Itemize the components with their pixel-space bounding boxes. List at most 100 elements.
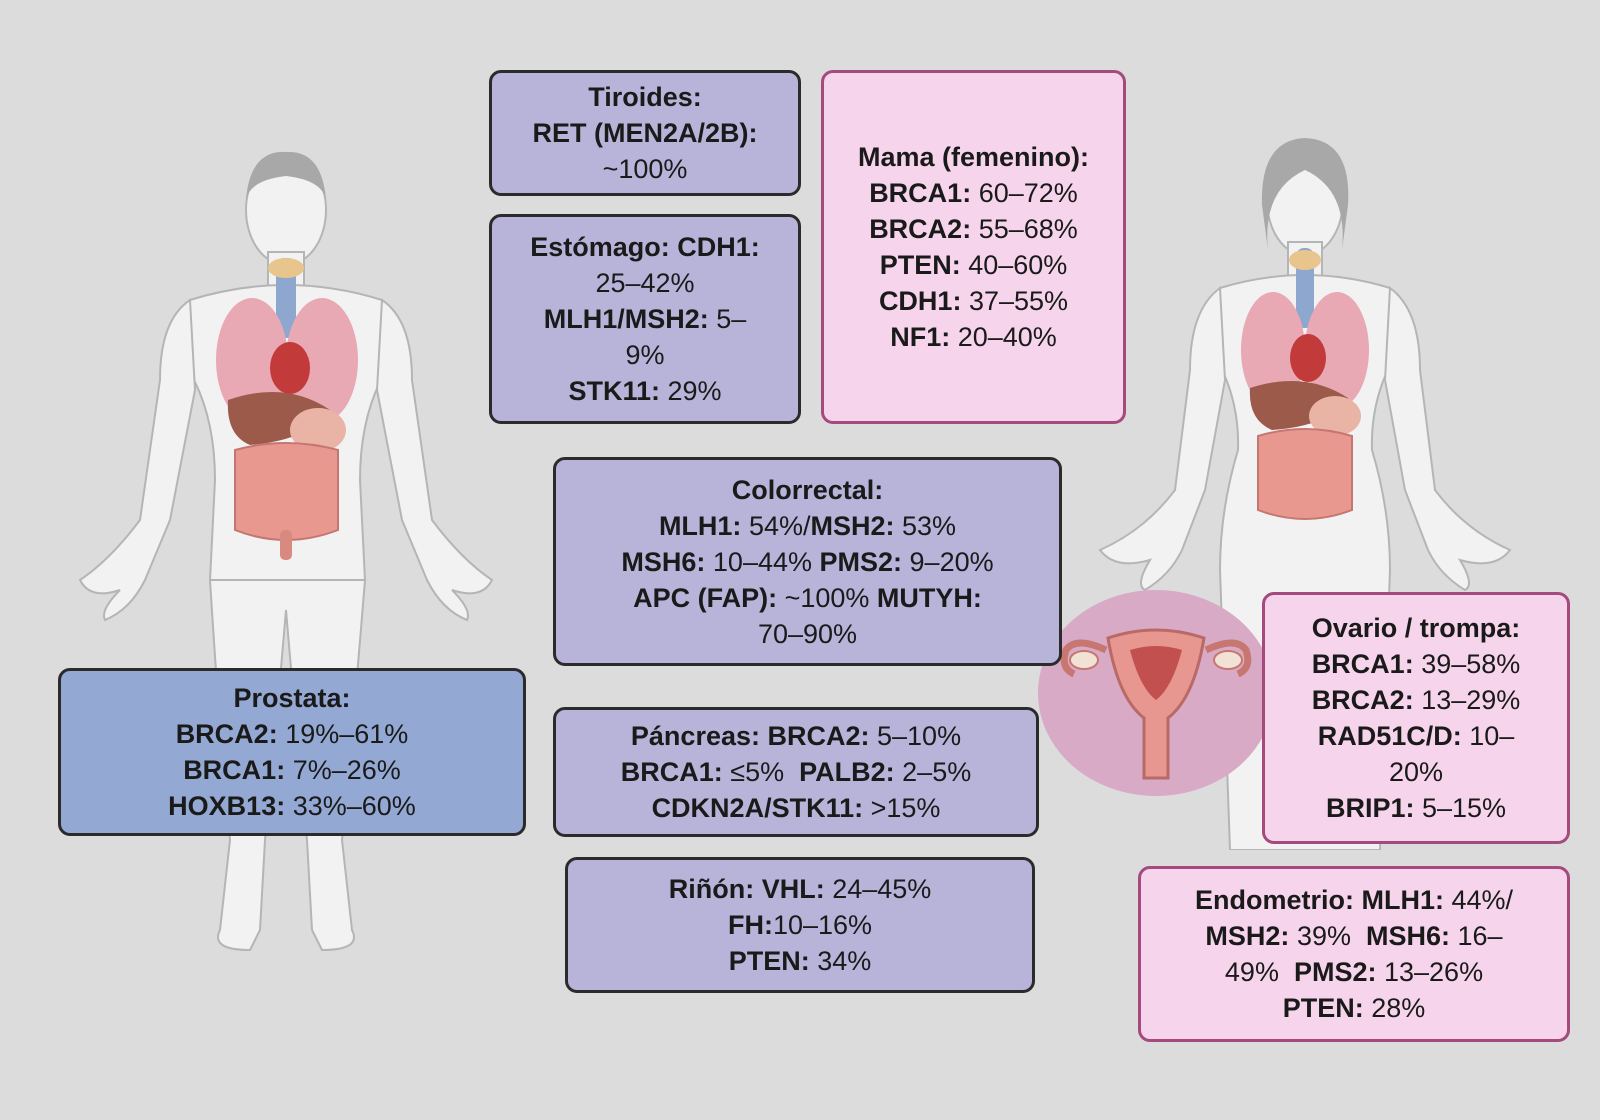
gene-label: MLH1:: [658, 510, 742, 541]
ovario-line: Ovario / trompa:: [1312, 610, 1521, 646]
gene-label: HOXB13:: [168, 791, 286, 821]
gene-label: Estómago: CDH1:: [530, 232, 760, 262]
gene-label: FH:: [727, 910, 773, 940]
colorrectal-line: Colorrectal:: [732, 472, 884, 508]
ovario-box: Ovario / trompa: BRCA1: 39–58% BRCA2: 13–2…: [1262, 592, 1570, 844]
risk-value: 33%–60%: [285, 791, 416, 821]
colorrectal-line: APC (FAP): ~100% MUTYH:: [633, 580, 982, 616]
gene-label: Páncreas: BRCA2:: [630, 721, 870, 751]
colorrectal-line: 70–90%: [758, 616, 857, 652]
gene-label: MSH6:: [1365, 921, 1450, 951]
risk-value: 5–15%: [1414, 793, 1507, 823]
ovario-line: 20%: [1389, 754, 1443, 790]
gene-label: Ovario / trompa:: [1311, 613, 1521, 643]
prostata-line: BRCA1: 7%–26%: [183, 752, 401, 788]
prostata-line: BRCA2: 19%–61%: [176, 716, 409, 752]
risk-value: 19%–61%: [277, 719, 409, 749]
mama-line: BRCA1: 60–72%: [869, 175, 1078, 211]
colorrectal-line: MLH1: 54%/MSH2: 53%: [659, 508, 956, 544]
gene-label: BRCA1:: [869, 178, 972, 208]
estomago-box: Estómago: CDH1: 25–42% MLH1/MSH2: 5– 9% STK1…: [489, 214, 801, 424]
tiroides-line: Tiroides:: [588, 79, 702, 115]
gene-label: PTEN:: [879, 250, 961, 280]
gene-label: APC (FAP):: [633, 582, 778, 613]
risk-value: 10–44%: [705, 546, 820, 577]
risk-value: 9%: [625, 340, 665, 370]
gene-label: MSH2:: [1205, 921, 1290, 951]
gene-label: Endometrio: MLH1:: [1194, 885, 1444, 915]
gene-label: BRIP1:: [1325, 793, 1415, 823]
risk-value: 20–40%: [950, 322, 1057, 352]
risk-value: ~100%: [602, 154, 688, 184]
mama-line: NF1: 20–40%: [890, 319, 1057, 355]
gene-label: Tiroides:: [588, 82, 702, 112]
gene-label: Mama (femenino):: [857, 142, 1090, 172]
prostata-box: Prostata: BRCA2: 19%–61% BRCA1: 7%–26% HOXB…: [58, 668, 526, 836]
ovario-line: BRCA2: 13–29%: [1312, 682, 1521, 718]
gene-label: PMS2:: [819, 546, 903, 577]
estomago-line: MLH1/MSH2: 5–: [544, 301, 747, 337]
risk-value: 70–90%: [757, 618, 858, 649]
ovario-line: BRCA1: 39–58%: [1312, 646, 1521, 682]
gene-label: CDKN2A/STK11:: [651, 793, 864, 823]
risk-value: ~100%: [777, 582, 877, 613]
gene-label: BRCA2:: [1311, 685, 1414, 715]
gene-label: BRCA2:: [175, 719, 278, 749]
estomago-line: 9%: [625, 337, 664, 373]
endometrio-line: PTEN: 28%: [1283, 990, 1426, 1026]
risk-value: 13–29%: [1413, 685, 1521, 715]
risk-value: 25–42%: [595, 268, 695, 298]
gene-label: RET (MEN2A/2B):: [532, 118, 758, 148]
risk-value: 34%: [809, 946, 872, 976]
gene-label: RAD51C/D:: [1317, 721, 1462, 751]
risk-value: 24–45%: [824, 874, 932, 904]
endometrio-line: MSH2: 39% MSH6: 16–: [1205, 918, 1502, 954]
gene-label: PMS2:: [1293, 957, 1377, 987]
mama-line: CDH1: 37–55%: [879, 283, 1068, 319]
risk-value: 60–72%: [971, 178, 1078, 208]
risk-value: 13–26%: [1376, 957, 1484, 987]
risk-value: 20%: [1388, 757, 1444, 787]
risk-value: 49%: [1224, 957, 1294, 987]
risk-value: 10–16%: [772, 910, 873, 940]
gene-label: MLH1/MSH2:: [543, 304, 709, 334]
risk-value: 39%: [1289, 921, 1366, 951]
risk-value: 44%/: [1443, 885, 1514, 915]
risk-value: ≤5%: [722, 757, 800, 787]
endometrio-line: 49% PMS2: 13–26%: [1225, 954, 1483, 990]
estomago-line: Estómago: CDH1:: [530, 229, 760, 265]
risk-value: 53%: [894, 510, 957, 541]
risk-value: 16–: [1450, 921, 1503, 951]
endometrio-box: Endometrio: MLH1: 44%/MSH2: 39% MSH6: 16…: [1138, 866, 1570, 1042]
rinon-box: Riñón: VHL: 24–45% FH:10–16% PTEN: 34%: [565, 857, 1035, 993]
risk-value: 7%–26%: [285, 755, 401, 785]
gene-label: BRCA2:: [869, 214, 972, 244]
estomago-line: 25–42%: [595, 265, 694, 301]
endometrio-line: Endometrio: MLH1: 44%/: [1195, 882, 1513, 918]
rinon-line: FH:10–16%: [728, 907, 872, 943]
risk-value: 9–20%: [902, 546, 994, 577]
gene-label: MSH6:: [621, 546, 706, 577]
estomago-line: STK11: 29%: [568, 373, 721, 409]
tiroides-box: Tiroides: RET (MEN2A/2B): ~100%: [489, 70, 801, 196]
risk-value: 5–10%: [869, 721, 962, 751]
prostata-line: Prostata:: [233, 680, 350, 716]
risk-value: 28%: [1363, 993, 1426, 1023]
gene-label: MUTYH:: [876, 582, 982, 613]
ovario-line: RAD51C/D: 10–: [1318, 718, 1515, 754]
rinon-line: Riñón: VHL: 24–45%: [669, 871, 932, 907]
gene-label: PTEN:: [1282, 993, 1364, 1023]
pancreas-line: BRCA1: ≤5% PALB2: 2–5%: [621, 754, 971, 790]
gene-label: BRCA1:: [183, 755, 286, 785]
rinon-line: PTEN: 34%: [729, 943, 872, 979]
ovario-line: BRIP1: 5–15%: [1326, 790, 1506, 826]
risk-value: 54%/: [741, 510, 811, 541]
mama-line: PTEN: 40–60%: [880, 247, 1068, 283]
risk-value: 29%: [660, 376, 722, 406]
colorrectal-line: MSH6: 10–44% PMS2: 9–20%: [621, 544, 993, 580]
prostata-line: HOXB13: 33%–60%: [168, 788, 416, 824]
gene-label: BRCA1:: [1311, 649, 1414, 679]
tiroides-line: RET (MEN2A/2B):: [532, 115, 757, 151]
gene-label: Colorrectal:: [731, 474, 884, 505]
risk-value: 39–58%: [1413, 649, 1521, 679]
